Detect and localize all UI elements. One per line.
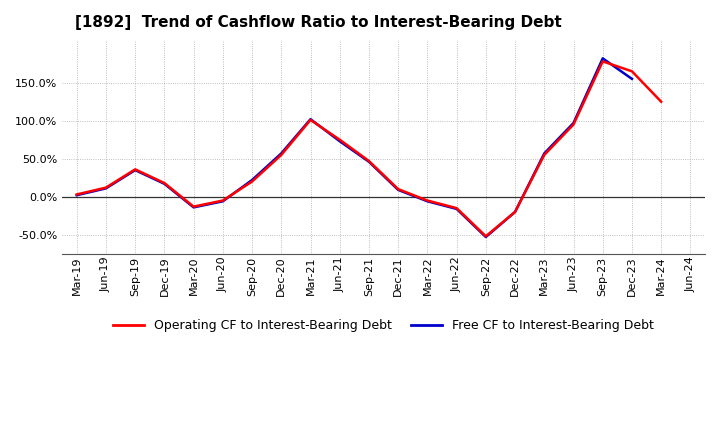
Legend: Operating CF to Interest-Bearing Debt, Free CF to Interest-Bearing Debt: Operating CF to Interest-Bearing Debt, F…: [108, 314, 659, 337]
Text: [1892]  Trend of Cashflow Ratio to Interest-Bearing Debt: [1892] Trend of Cashflow Ratio to Intere…: [75, 15, 562, 30]
